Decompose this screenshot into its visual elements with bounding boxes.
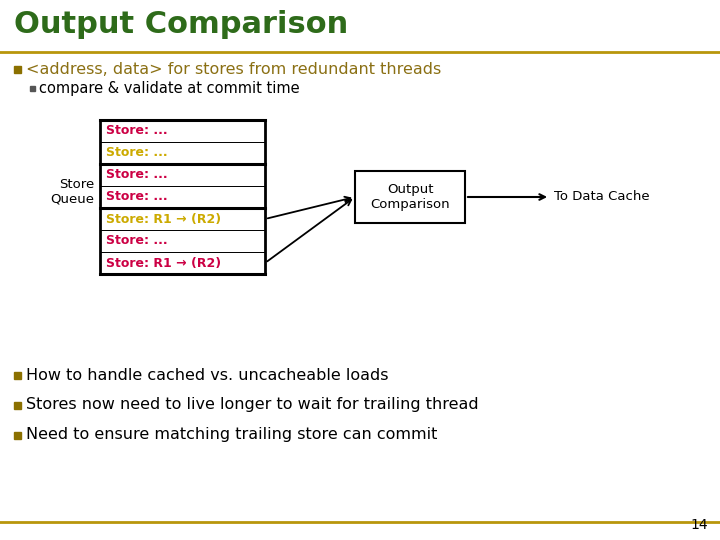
- Text: How to handle cached vs. uncacheable loads: How to handle cached vs. uncacheable loa…: [26, 368, 389, 382]
- Text: Output Comparison: Output Comparison: [14, 10, 348, 39]
- Bar: [100, 252, 265, 274]
- Text: Store
Queue: Store Queue: [50, 178, 94, 206]
- Bar: [14, 402, 21, 409]
- Text: Store: R1 → (R2): Store: R1 → (R2): [106, 256, 221, 269]
- Bar: [355, 171, 465, 223]
- Bar: [100, 164, 265, 186]
- Text: To Data Cache: To Data Cache: [554, 191, 649, 204]
- Text: Store: ...: Store: ...: [106, 234, 168, 247]
- Text: Stores now need to live longer to wait for trailing thread: Stores now need to live longer to wait f…: [26, 397, 479, 413]
- Bar: [100, 230, 265, 252]
- Text: 14: 14: [690, 518, 708, 532]
- Bar: [100, 186, 265, 208]
- Bar: [100, 142, 265, 164]
- Bar: [14, 372, 21, 379]
- Text: Output
Comparison: Output Comparison: [370, 183, 450, 211]
- Bar: [100, 208, 265, 230]
- Text: <address, data> for stores from redundant threads: <address, data> for stores from redundan…: [26, 62, 441, 77]
- Bar: [14, 432, 21, 439]
- Text: Store: R1 → (R2): Store: R1 → (R2): [106, 213, 221, 226]
- Text: Store: ...: Store: ...: [106, 168, 168, 181]
- Bar: [100, 120, 265, 274]
- Bar: [14, 66, 21, 73]
- Text: Store: ...: Store: ...: [106, 125, 168, 138]
- Bar: [100, 120, 265, 142]
- Text: Store: ...: Store: ...: [106, 146, 168, 159]
- Text: Store: ...: Store: ...: [106, 191, 168, 204]
- Bar: [30, 86, 35, 91]
- Text: compare & validate at commit time: compare & validate at commit time: [39, 80, 300, 96]
- Text: Need to ensure matching trailing store can commit: Need to ensure matching trailing store c…: [26, 428, 437, 442]
